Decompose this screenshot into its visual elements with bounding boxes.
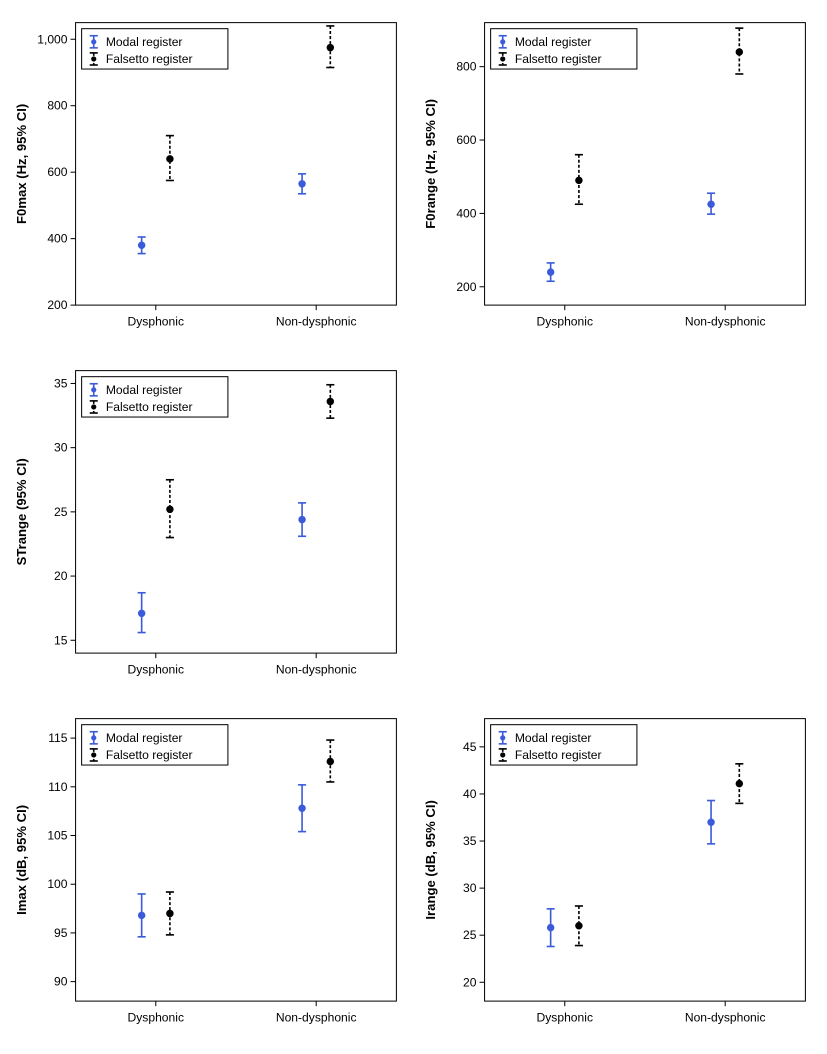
ytick-label: 400	[47, 232, 67, 246]
panel-empty	[419, 358, 818, 696]
legend-label: Modal register	[106, 731, 183, 745]
legend-icon	[500, 56, 505, 61]
xtick-label: Dysphonic	[536, 1010, 592, 1024]
ytick-label: 115	[48, 731, 68, 745]
chart-svg: 200 400 600 800 Dysphonic Non-dysphonic F0rang…	[419, 10, 818, 348]
ytick-label: 105	[47, 829, 67, 843]
legend-label: Falsetto register	[106, 748, 193, 762]
mean-point	[327, 44, 333, 50]
mean-point	[167, 506, 173, 512]
mean-point	[575, 177, 581, 183]
xtick-label: Dysphonic	[536, 314, 592, 328]
ytick-label: 35	[54, 377, 68, 391]
ytick-label: 40	[463, 787, 477, 801]
legend-label: Modal register	[514, 35, 591, 49]
legend-icon	[91, 404, 96, 409]
legend-label: Falsetto register	[514, 748, 601, 762]
legend-label: Falsetto register	[514, 52, 601, 66]
mean-point	[138, 242, 144, 248]
mean-point	[736, 780, 742, 786]
ytick-label: 25	[463, 928, 477, 942]
xtick-label: Dysphonic	[128, 314, 184, 328]
ytick-label: 20	[54, 569, 68, 583]
mean-point	[707, 201, 713, 207]
panel-strange: 15 20 25 30 35 Dysphonic Non-dysphonic STrange …	[10, 358, 409, 696]
panel-imax: 90 95 100 105 110 115 Dysphonic Non-dysphonic Im…	[10, 706, 409, 1044]
ytick-label: 30	[463, 881, 477, 895]
xtick-label: Dysphonic	[128, 662, 184, 676]
ytick-label: 45	[463, 740, 477, 754]
y-axis-label: STrange (95% CI)	[14, 458, 29, 565]
mean-point	[327, 398, 333, 404]
y-axis-label: Imax (dB, 95% CI)	[14, 805, 29, 915]
mean-point	[299, 181, 305, 187]
legend-label: Modal register	[514, 731, 591, 745]
legend-label: Modal register	[106, 383, 183, 397]
xtick-label: Non-dysphonic	[276, 314, 357, 328]
mean-point	[167, 156, 173, 162]
chart-svg: 200 400 600 800 1,000 Dysphonic Non-dysphonic F…	[10, 10, 409, 348]
xtick-label: Non-dysphonic	[276, 1010, 357, 1024]
legend-icon	[91, 735, 96, 740]
ytick-label: 30	[54, 441, 68, 455]
ytick-label: 25	[54, 505, 68, 519]
ytick-label: 800	[47, 99, 67, 113]
mean-point	[547, 269, 553, 275]
chart-grid: 200 400 600 800 1,000 Dysphonic Non-dysphonic F…	[10, 10, 817, 1044]
mean-point	[299, 516, 305, 522]
mean-point	[707, 819, 713, 825]
chart-svg: 15 20 25 30 35 Dysphonic Non-dysphonic STrange …	[10, 358, 409, 696]
ytick-label: 100	[47, 877, 67, 891]
y-axis-label: Irange (dB, 95% CI)	[423, 800, 438, 919]
ytick-label: 95	[54, 926, 68, 940]
xtick-label: Non-dysphonic	[684, 1010, 765, 1024]
legend-icon	[91, 56, 96, 61]
legend-icon	[91, 387, 96, 392]
xtick-label: Non-dysphonic	[684, 314, 765, 328]
mean-point	[547, 924, 553, 930]
ytick-label: 600	[456, 133, 476, 147]
ytick-label: 35	[463, 834, 477, 848]
mean-point	[327, 758, 333, 764]
panel-irange: 20 25 30 35 40 45 Dysphonic Non-dysphonic Irange…	[419, 706, 818, 1044]
panel-f0range: 200 400 600 800 Dysphonic Non-dysphonic F0rang…	[419, 10, 818, 348]
panel-f0max: 200 400 600 800 1,000 Dysphonic Non-dysphonic F…	[10, 10, 409, 348]
ytick-label: 110	[48, 780, 68, 794]
ytick-label: 400	[456, 206, 476, 220]
legend-icon	[91, 39, 96, 44]
mean-point	[575, 923, 581, 929]
chart-svg: 20 25 30 35 40 45 Dysphonic Non-dysphonic Irange…	[419, 706, 818, 1044]
legend-label: Falsetto register	[106, 52, 193, 66]
mean-point	[736, 49, 742, 55]
y-axis-label: F0range (Hz, 95% CI)	[423, 99, 438, 229]
legend-label: Falsetto register	[106, 400, 193, 414]
ytick-label: 600	[47, 165, 67, 179]
mean-point	[167, 910, 173, 916]
legend-icon	[91, 752, 96, 757]
ytick-label: 200	[456, 280, 476, 294]
legend-icon	[500, 735, 505, 740]
ytick-label: 20	[463, 975, 477, 989]
legend-label: Modal register	[106, 35, 183, 49]
xtick-label: Dysphonic	[128, 1010, 184, 1024]
legend-icon	[500, 752, 505, 757]
y-axis-label: F0max (Hz, 95% CI)	[14, 104, 29, 224]
ytick-label: 15	[54, 633, 68, 647]
ytick-label: 800	[456, 60, 476, 74]
legend-icon	[500, 39, 505, 44]
mean-point	[138, 912, 144, 918]
ytick-label: 200	[47, 298, 67, 312]
mean-point	[138, 610, 144, 616]
ytick-label: 90	[54, 975, 68, 989]
mean-point	[299, 805, 305, 811]
xtick-label: Non-dysphonic	[276, 662, 357, 676]
ytick-label: 1,000	[37, 32, 68, 46]
chart-svg: 90 95 100 105 110 115 Dysphonic Non-dysphonic Im…	[10, 706, 409, 1044]
